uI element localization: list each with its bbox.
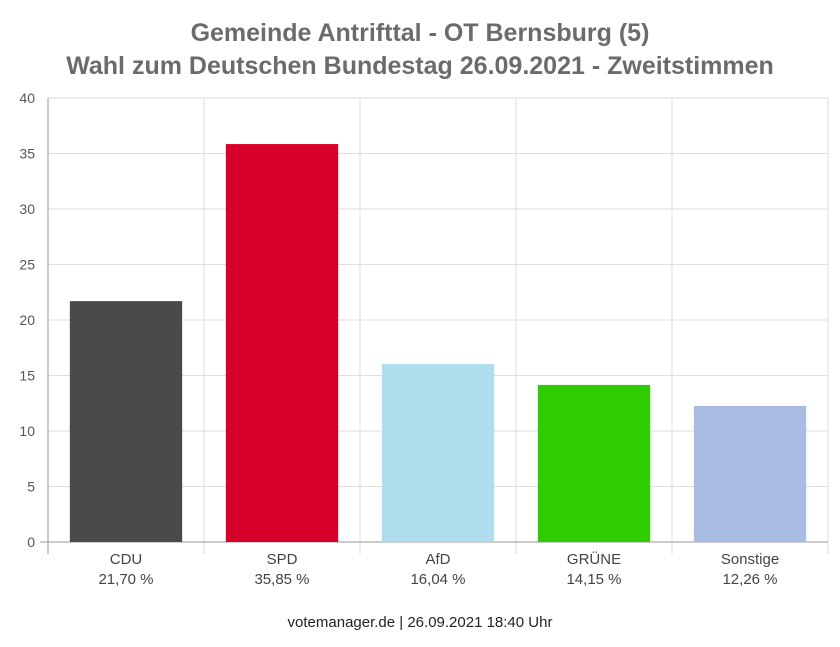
bar-cdu [69, 301, 183, 542]
bar-afd [381, 363, 495, 542]
x-tick-label: AfD [425, 551, 450, 568]
footer-source: votemanager.de | 26.09.2021 18:40 Uhr [287, 614, 553, 631]
bar-spd [225, 144, 339, 542]
y-tick-label: 20 [19, 312, 35, 328]
data-label: 35,85 % [254, 571, 309, 588]
bar-grüne [537, 384, 651, 542]
y-tick-label: 30 [19, 201, 35, 217]
y-tick-label: 0 [27, 534, 35, 550]
y-tick-label: 15 [19, 368, 35, 384]
y-tick-label: 5 [27, 479, 35, 495]
bar-sonstige [693, 405, 807, 542]
x-tick-label: CDU [110, 551, 143, 568]
x-tick-label: SPD [267, 551, 298, 568]
data-label: 12,26 % [722, 571, 777, 588]
data-label: 14,15 % [566, 571, 621, 588]
chart-subtitle: Wahl zum Deutschen Bundestag 26.09.2021 … [66, 52, 774, 80]
y-tick-label: 40 [19, 90, 35, 106]
x-tick-label: GRÜNE [567, 550, 621, 568]
chart-title: Gemeinde Antrifttal - OT Bernsburg (5) [190, 19, 650, 47]
data-label: 21,70 % [98, 571, 153, 588]
x-tick-label: Sonstige [721, 551, 779, 568]
y-tick-label: 25 [19, 257, 35, 273]
y-tick-label: 10 [19, 423, 35, 439]
y-tick-label: 35 [19, 146, 35, 162]
data-label: 16,04 % [410, 571, 465, 588]
